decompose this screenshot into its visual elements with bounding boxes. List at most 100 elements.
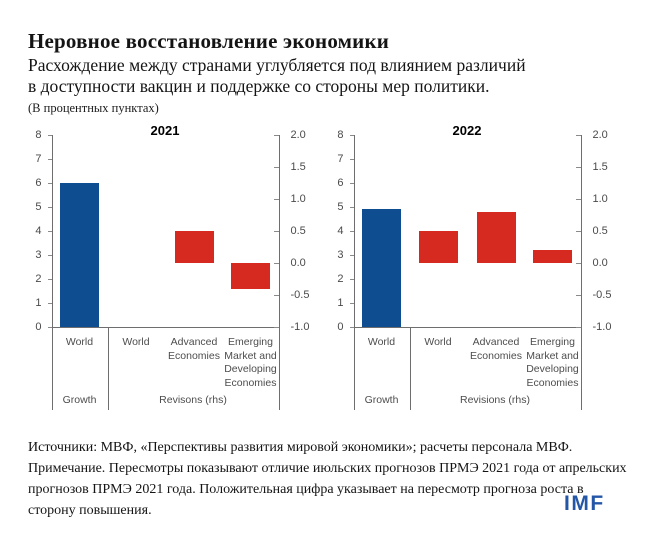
left-axis-tick xyxy=(349,207,354,208)
right-axis-tick xyxy=(273,295,279,296)
right-axis-tick-label: 1.5 xyxy=(592,161,608,173)
baseline xyxy=(353,327,581,328)
figure-subtitle: Расхождение между странами углубляется п… xyxy=(28,55,628,97)
revision-bar xyxy=(174,231,214,263)
left-axis-tick-label: 7 xyxy=(337,153,344,165)
right-axis-line xyxy=(278,135,280,410)
section-divider-line xyxy=(409,327,411,410)
left-axis-tick xyxy=(349,159,354,160)
left-axis-tick xyxy=(349,327,354,328)
left-axis-tick xyxy=(349,303,354,304)
figure-header: Неровное восстановление экономики Расхож… xyxy=(28,30,628,116)
left-axis-tick-label: 5 xyxy=(337,201,344,213)
right-axis-tick xyxy=(575,167,581,168)
right-axis-tick-label: 0.0 xyxy=(290,257,306,269)
right-axis-tick-label: 2.0 xyxy=(592,129,608,141)
section-label-revisions: Revisions (rhs) xyxy=(459,394,530,406)
left-axis-tick-label: 8 xyxy=(35,129,42,141)
figure-footer: Источники: МВФ, «Перспективы развития ми… xyxy=(28,437,634,521)
growth-bar xyxy=(362,209,401,327)
right-axis-tick xyxy=(575,231,581,232)
left-axis-tick xyxy=(47,279,52,280)
left-axis-tick xyxy=(349,279,354,280)
left-axis-tick xyxy=(47,303,52,304)
right-axis-tick xyxy=(575,295,581,296)
left-axis-tick-label: 3 xyxy=(35,249,42,261)
left-axis-tick-label: 1 xyxy=(337,297,344,309)
right-axis-tick xyxy=(273,327,279,328)
left-axis-tick xyxy=(47,327,52,328)
left-axis-tick-label: 7 xyxy=(35,153,42,165)
right-axis-tick-label: -0.5 xyxy=(290,289,310,301)
left-axis-tick-label: 8 xyxy=(337,129,344,141)
right-axis-line xyxy=(580,135,582,410)
right-axis-tick-label: 0.5 xyxy=(290,225,306,237)
left-axis-tick-label: 2 xyxy=(337,273,344,285)
revision-bar xyxy=(418,231,458,263)
revision-bar xyxy=(476,211,516,263)
category-label: Emerging Market and Developing Economies xyxy=(526,336,579,389)
panel-title: 2021 xyxy=(150,123,180,138)
right-axis-tick xyxy=(273,135,279,136)
left-axis-tick-label: 4 xyxy=(35,225,42,237)
right-axis-tick-label: 1.0 xyxy=(592,193,608,205)
revision-bar xyxy=(231,263,270,289)
growth-bar xyxy=(60,183,99,327)
imf-logo: IMF xyxy=(564,492,605,515)
right-axis-tick-label: -1.0 xyxy=(592,321,612,333)
right-axis-tick xyxy=(575,199,581,200)
panel-title: 2022 xyxy=(452,123,482,138)
left-axis-tick xyxy=(47,207,52,208)
right-axis-tick xyxy=(273,199,279,200)
baseline xyxy=(51,327,279,328)
left-axis-tick xyxy=(47,135,52,136)
left-axis-line xyxy=(353,135,355,410)
left-axis-tick xyxy=(47,159,52,160)
right-axis-tick xyxy=(575,263,581,264)
right-axis-tick xyxy=(575,135,581,136)
category-label: Emerging Market and Developing Economies xyxy=(224,336,277,389)
category-label: Advanced Economies xyxy=(470,336,522,362)
left-axis-tick xyxy=(47,231,52,232)
category-label: Advanced Economies xyxy=(168,336,220,362)
right-axis-tick-label: 0.0 xyxy=(592,257,608,269)
left-axis-tick xyxy=(349,135,354,136)
footer-sources: Источники: МВФ, «Перспективы развития ми… xyxy=(28,440,573,455)
right-axis-tick xyxy=(273,263,279,264)
right-axis-tick-label: 2.0 xyxy=(290,129,306,141)
left-axis-tick-label: 0 xyxy=(35,321,42,333)
left-axis-tick xyxy=(349,231,354,232)
right-axis-tick-label: 1.0 xyxy=(290,193,306,205)
figure-subtitle-line2: в доступности вакцин и поддержке со стор… xyxy=(28,76,490,96)
right-axis-tick xyxy=(575,327,581,328)
chart-panel-2022: 2022 0 1 2 3 4 5 6 7 8 2.0 1.5 1.0 0.5 0.0 -0.5 -1.0 Worl… xyxy=(322,120,624,416)
left-axis-tick-label: 2 xyxy=(35,273,42,285)
left-axis-tick xyxy=(47,255,52,256)
left-axis-tick-label: 5 xyxy=(35,201,42,213)
category-label: World xyxy=(367,336,396,348)
right-axis-tick-label: 1.5 xyxy=(290,161,306,173)
left-axis-tick xyxy=(47,183,52,184)
left-axis-tick-label: 1 xyxy=(35,297,42,309)
right-axis-tick-label: -1.0 xyxy=(290,321,310,333)
right-axis-tick-label: -0.5 xyxy=(592,289,612,301)
section-label-growth: Growth xyxy=(62,394,97,406)
category-label: World xyxy=(424,336,452,348)
figure-subtitle-line1: Расхождение между странами углубляется п… xyxy=(28,55,526,75)
figure-title: Неровное восстановление экономики xyxy=(28,29,390,53)
right-axis-tick xyxy=(273,167,279,168)
left-axis-tick-label: 0 xyxy=(337,321,344,333)
left-axis-line xyxy=(51,135,53,410)
right-axis-tick-label: 0.5 xyxy=(592,225,608,237)
section-divider-line xyxy=(107,327,109,410)
footer-note: Примечание. Пересмотры показывают отличи… xyxy=(28,461,627,518)
category-label: World xyxy=(65,336,94,348)
figure-units-label: (В процентных пунктах) xyxy=(28,101,159,115)
left-axis-tick-label: 4 xyxy=(337,225,344,237)
right-axis-tick xyxy=(273,231,279,232)
left-axis-tick xyxy=(349,183,354,184)
section-label-revisions: Revisons (rhs) xyxy=(159,394,227,406)
left-axis-tick xyxy=(349,255,354,256)
left-axis-tick-label: 6 xyxy=(35,177,42,189)
